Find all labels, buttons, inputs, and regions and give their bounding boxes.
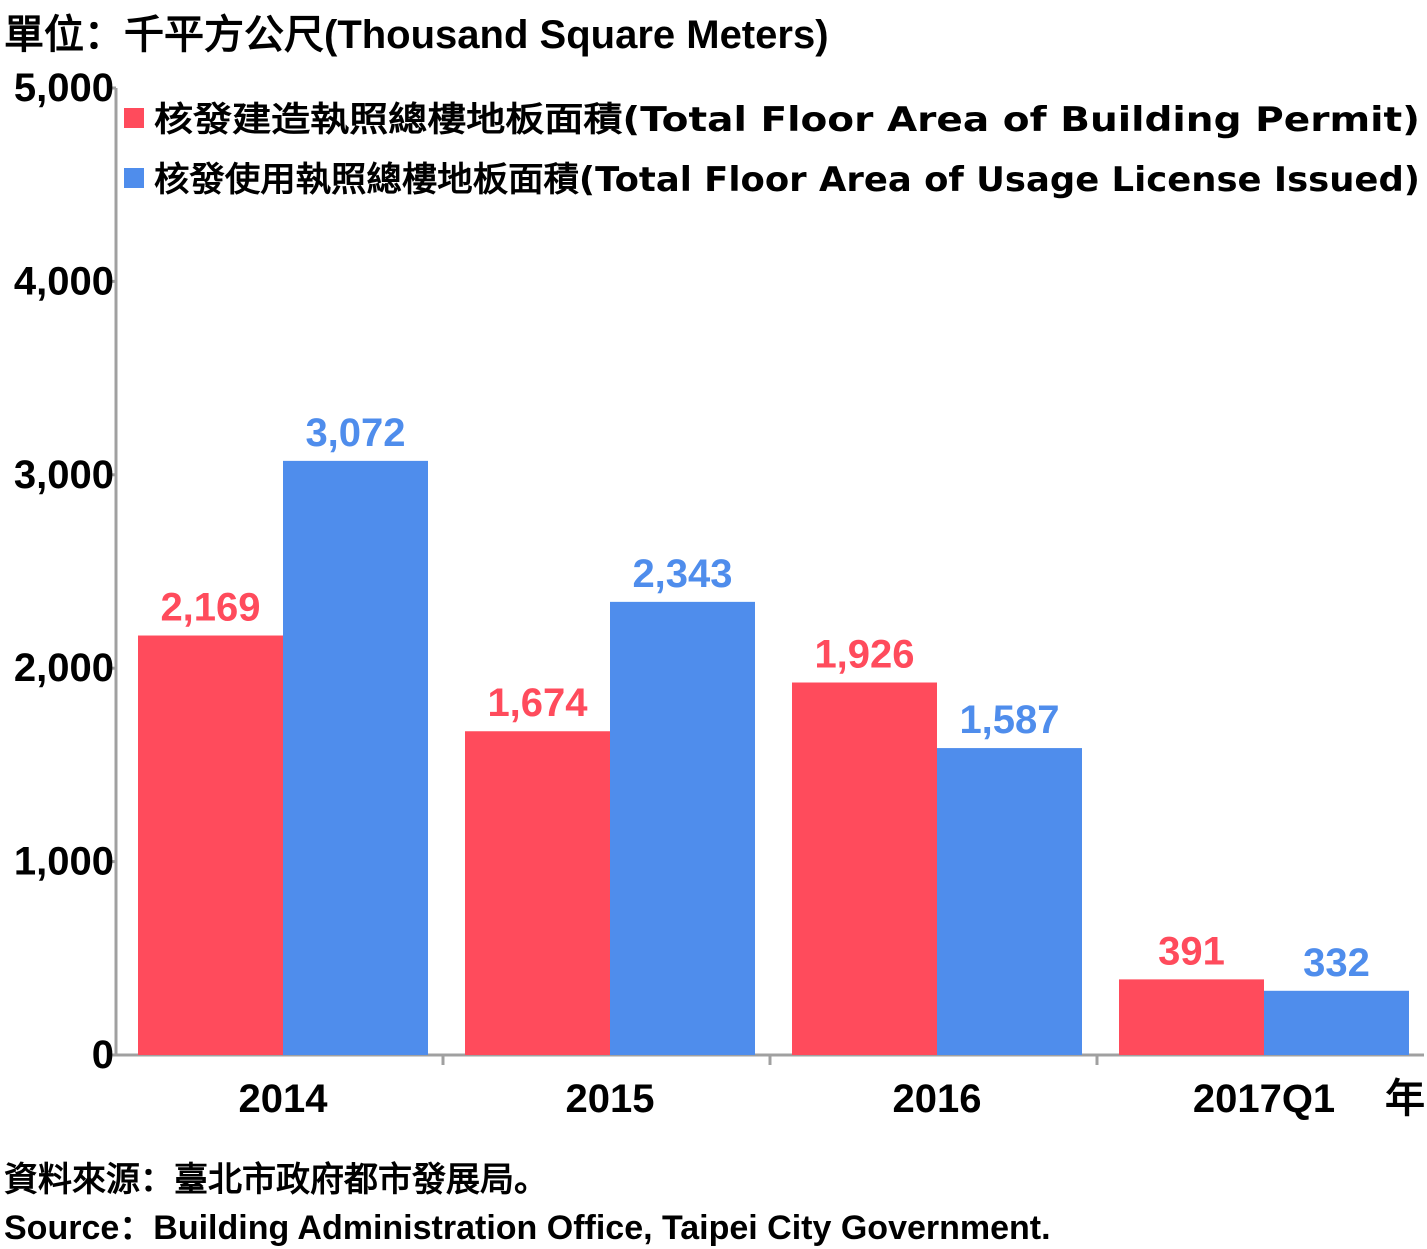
bar [1119, 979, 1264, 1055]
x-tick-label: 2017Q1 [1193, 1077, 1335, 1121]
bar [283, 460, 428, 1055]
bar [610, 601, 755, 1055]
x-tick-label: 2016 [893, 1077, 982, 1121]
y-tick-label: 0 [92, 1033, 114, 1077]
unit-label: 單位：千平方公尺(Thousand Square Meters) [4, 13, 829, 57]
bar [1264, 990, 1409, 1055]
x-tick-label: 2015 [566, 1077, 655, 1121]
bars: 2,169 3,072 1,674 2,343 1,926 1,587 391 332 [138, 411, 1409, 1055]
bar [138, 635, 283, 1055]
x-tick-label: 2014 [239, 1077, 329, 1121]
data-label: 2,343 [632, 552, 732, 596]
data-label: 391 [1158, 929, 1225, 973]
data-label: 3,072 [305, 411, 405, 455]
y-tick-label: 5,000 [14, 66, 114, 110]
legend-swatch [124, 168, 144, 188]
source-chinese: 資料來源：臺北市政府都市發展局。 [4, 1161, 548, 1199]
x-unit-label: 年 [1385, 1076, 1425, 1122]
data-label: 332 [1303, 941, 1370, 985]
y-tick-label: 4,000 [14, 259, 114, 303]
y-tick-label: 1,000 [14, 840, 114, 884]
legend: 核發建造執照總樓地板面積(Total Floor Area of Buildin… [124, 100, 1420, 200]
legend-label: 核發使用執照總樓地板面積(Total Floor Area of Usage L… [154, 160, 1420, 200]
data-label: 1,587 [959, 698, 1059, 742]
y-tick-label: 2,000 [14, 646, 114, 690]
legend-swatch [124, 108, 144, 128]
data-label: 1,926 [814, 633, 914, 677]
bar [465, 731, 610, 1055]
y-tick-label: 3,000 [14, 453, 114, 497]
source-english: Source：Building Administration Office, T… [4, 1209, 1051, 1247]
bar [792, 682, 937, 1055]
data-label: 2,169 [160, 586, 260, 630]
axes: 0 1,000 2,000 3,000 4,000 5,000 2014 2015 2016 20… [14, 66, 1425, 1122]
bar [937, 748, 1082, 1055]
legend-label: 核發建造執照總樓地板面積(Total Floor Area of Buildin… [154, 100, 1420, 140]
data-label: 1,674 [487, 681, 588, 725]
